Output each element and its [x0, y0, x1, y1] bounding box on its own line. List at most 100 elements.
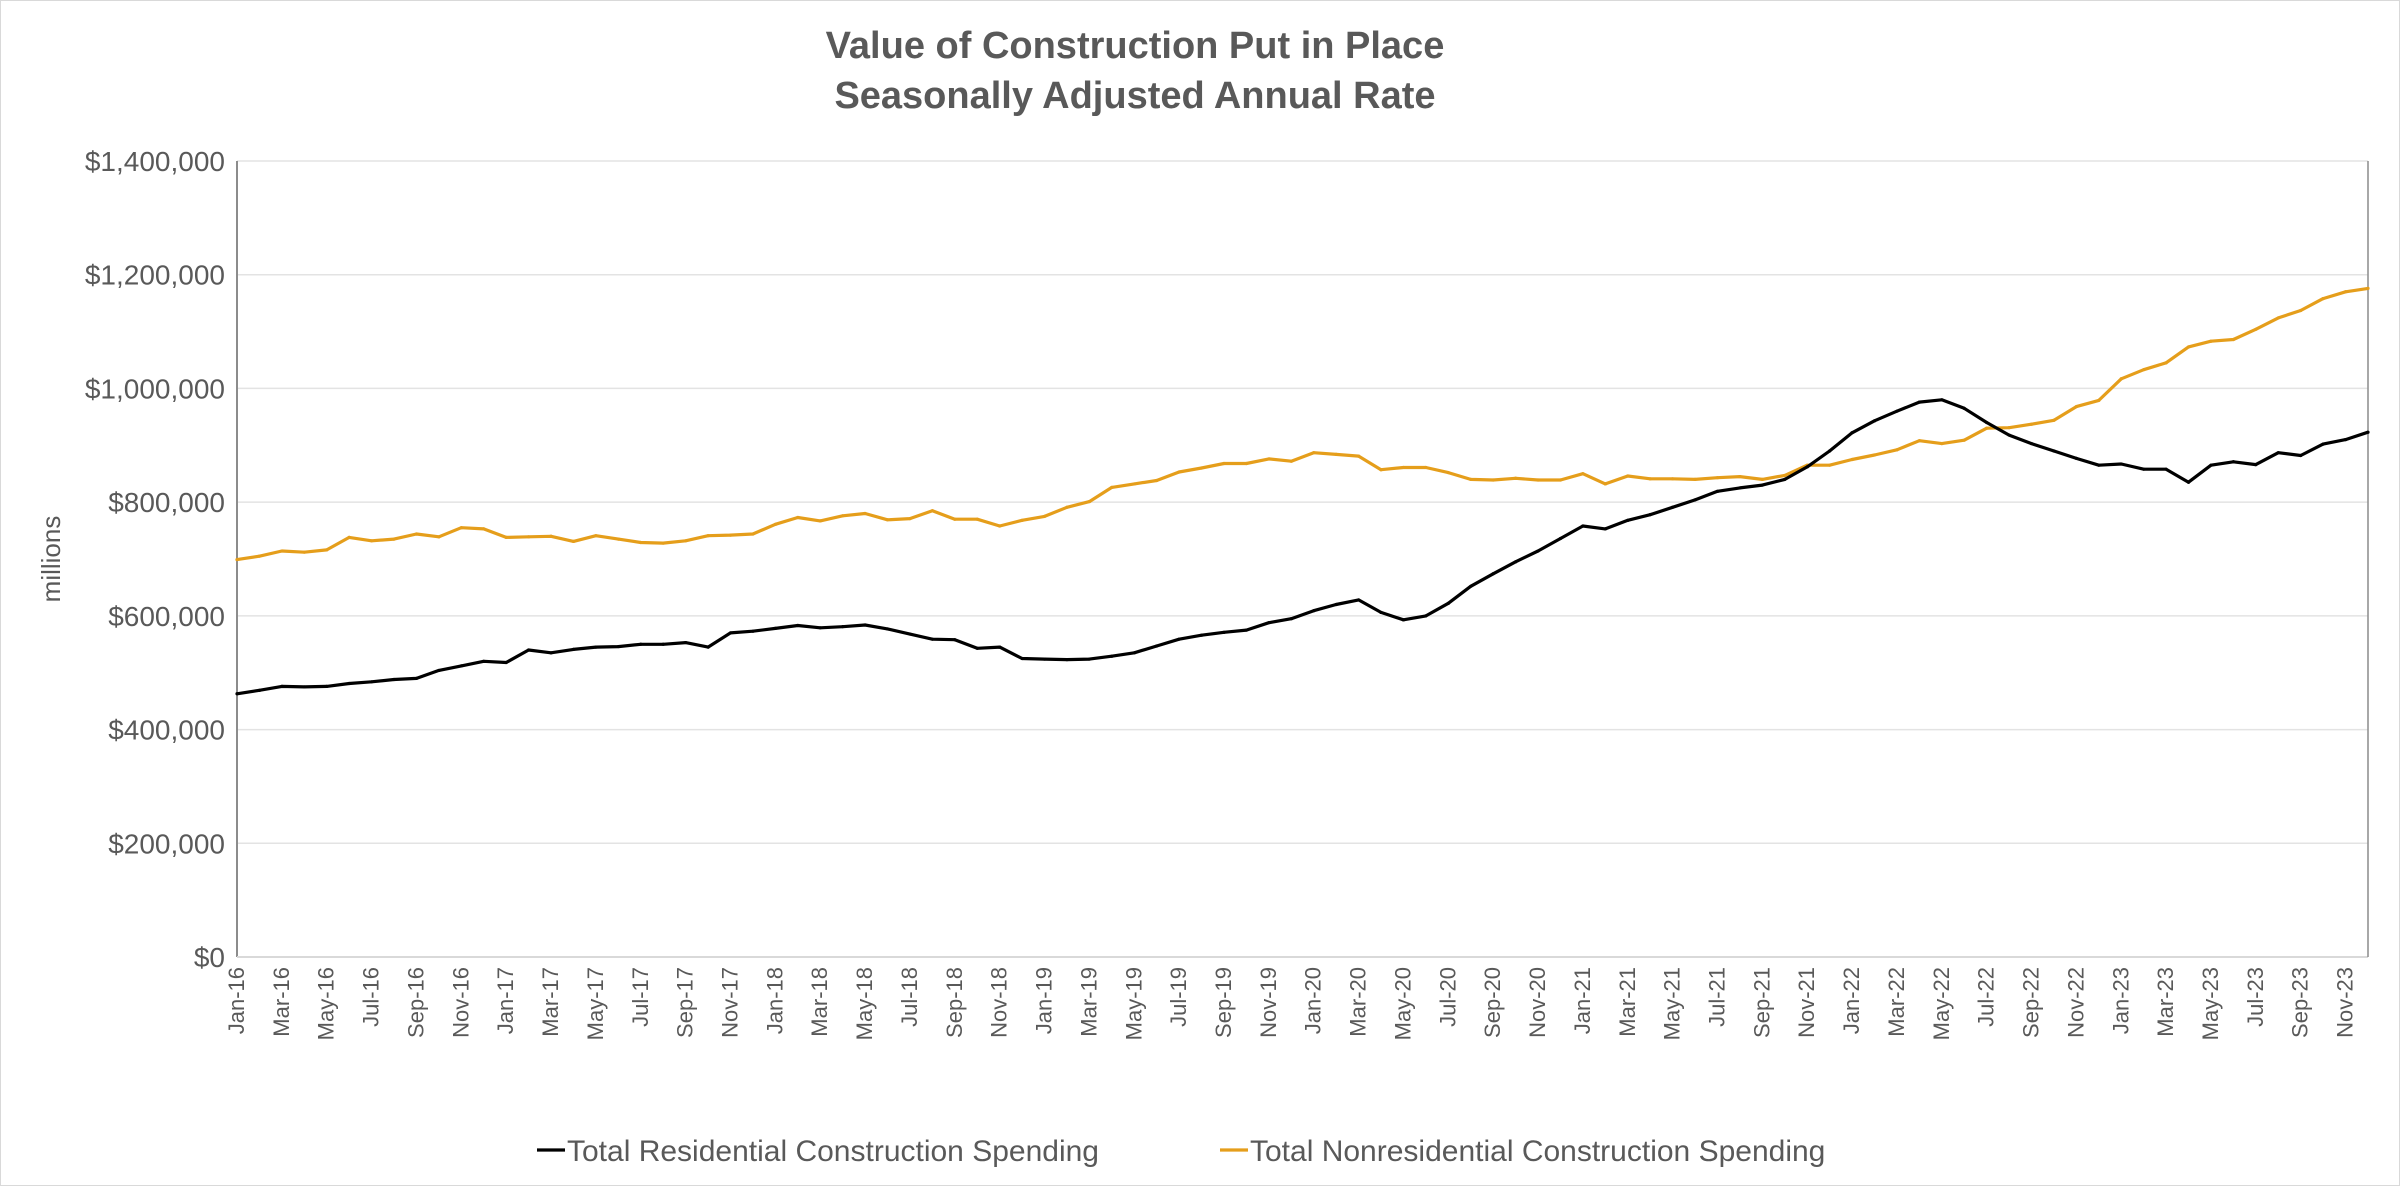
data-point — [482, 659, 486, 663]
data-point — [2164, 467, 2168, 471]
x-tick-label: Nov-22 — [2063, 967, 2088, 1038]
x-tick-label: Jan-22 — [1839, 967, 1864, 1034]
data-point — [235, 557, 239, 562]
y-axis-label: millions — [36, 516, 66, 603]
data-point — [257, 554, 262, 558]
data-point — [527, 535, 531, 539]
data-point — [616, 537, 620, 541]
y-tick-label: $1,400,000 — [85, 146, 225, 177]
data-point — [1536, 478, 1540, 482]
x-tick-label: Sep-16 — [403, 967, 428, 1038]
data-point — [908, 517, 912, 521]
data-point — [1783, 473, 1787, 478]
data-point — [1805, 465, 1809, 469]
data-point — [1244, 628, 1249, 632]
x-tick-label: Jul-16 — [359, 967, 384, 1027]
data-point — [2231, 337, 2236, 342]
data-point — [1917, 439, 1921, 443]
x-tick-label: Jan-23 — [2108, 967, 2133, 1034]
data-point — [2254, 327, 2258, 331]
data-point — [953, 517, 957, 521]
data-point — [975, 646, 979, 650]
data-point — [1177, 470, 1181, 474]
x-tick-label: Jan-16 — [224, 967, 249, 1034]
data-point — [1828, 449, 1832, 453]
x-tick-label: Sep-22 — [2019, 967, 2044, 1038]
x-tick-label: May-18 — [852, 967, 877, 1040]
x-tick-label: Sep-19 — [1211, 967, 1236, 1038]
data-point — [1693, 477, 1697, 481]
data-point — [347, 535, 351, 539]
data-point — [369, 680, 374, 684]
data-point — [773, 522, 777, 526]
x-tick-label: May-17 — [583, 967, 608, 1040]
data-point — [1132, 482, 1136, 486]
data-point — [616, 644, 620, 649]
data-point — [1693, 498, 1697, 502]
data-point — [1446, 470, 1450, 475]
data-point — [661, 642, 665, 646]
data-point — [728, 533, 733, 537]
data-point — [437, 668, 441, 673]
data-point — [1379, 610, 1383, 615]
data-point — [302, 685, 306, 689]
data-point — [2052, 418, 2056, 422]
data-point — [2276, 451, 2280, 455]
data-point — [639, 540, 643, 545]
data-point — [1065, 505, 1069, 509]
data-point — [1962, 438, 1966, 442]
data-point — [392, 677, 396, 682]
data-point — [1469, 584, 1473, 588]
data-point — [684, 640, 688, 645]
x-tick-label: Sep-17 — [673, 967, 698, 1038]
x-tick-label: May-22 — [1929, 967, 1954, 1040]
data-point — [2186, 345, 2191, 349]
x-tick-label: Sep-21 — [1749, 967, 1774, 1038]
data-point — [1491, 572, 1495, 576]
x-tick-label: Jul-18 — [897, 967, 922, 1027]
data-point — [1132, 651, 1136, 655]
data-point — [1020, 518, 1024, 522]
data-point — [257, 688, 262, 692]
data-point — [2254, 463, 2258, 467]
data-point — [1334, 602, 1338, 607]
data-point — [571, 539, 576, 543]
data-point — [863, 623, 867, 627]
data-point — [2209, 339, 2213, 343]
legend-label: Total Residential Construction Spending — [567, 1135, 1099, 1168]
chart-title-line-1: Value of Construction Put in Place — [826, 25, 1445, 67]
x-tick-label: Jan-17 — [493, 967, 518, 1034]
data-point — [549, 651, 553, 655]
x-tick-label: Sep-20 — [1480, 967, 1505, 1038]
data-point — [594, 645, 598, 649]
data-point — [2007, 433, 2011, 437]
legend-item-residential[interactable]: Total Residential Construction Spending — [537, 1135, 1099, 1168]
data-point — [1469, 477, 1473, 481]
data-point — [1087, 499, 1091, 504]
data-point — [1312, 609, 1316, 613]
data-point — [482, 527, 486, 531]
series-line-residential — [236, 398, 2369, 696]
data-point — [1177, 637, 1181, 641]
data-point — [706, 645, 710, 649]
data-point — [796, 515, 800, 520]
data-point — [818, 519, 822, 523]
data-point — [885, 627, 890, 631]
x-tick-label: May-21 — [1660, 967, 1685, 1040]
data-point — [2231, 460, 2236, 464]
data-point — [1312, 451, 1316, 455]
data-point — [2321, 296, 2325, 301]
x-tick-label: Jul-19 — [1166, 967, 1191, 1027]
data-point — [953, 638, 957, 642]
x-tick-label: Mar-21 — [1615, 967, 1640, 1037]
data-point — [2007, 426, 2011, 430]
data-point — [1581, 472, 1585, 476]
data-point — [325, 548, 329, 552]
data-point — [1671, 505, 1675, 509]
legend-item-nonresidential[interactable]: Total Nonresidential Construction Spendi… — [1220, 1135, 1825, 1168]
x-tick-label: Jan-19 — [1032, 967, 1057, 1034]
data-point — [1760, 477, 1764, 481]
data-point — [1603, 482, 1607, 486]
data-point — [527, 648, 531, 652]
data-point — [661, 541, 665, 545]
